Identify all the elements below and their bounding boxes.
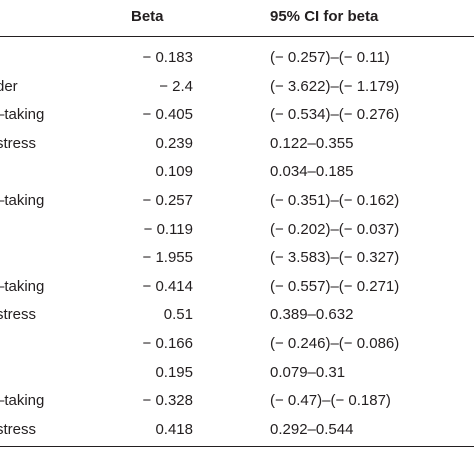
table-row: stress 0.418 0.292–0.544 bbox=[0, 417, 474, 442]
ci-value: 0.034–0.185 bbox=[270, 163, 354, 181]
beta-value: 0.195 bbox=[155, 363, 193, 381]
row-label: stress bbox=[0, 306, 37, 324]
ci-value: (− 0.246)–(− 0.086) bbox=[270, 335, 400, 352]
ci-value: (− 3.583)–(− 0.327) bbox=[270, 249, 400, 267]
ci-value: (− 3.622)–(− 1.179) bbox=[270, 77, 400, 95]
row-label: –taking bbox=[0, 192, 45, 209]
row-label: der bbox=[0, 77, 18, 95]
row-label: stress bbox=[0, 134, 37, 152]
table-row: –taking − 0.328 (− 0.47)–(− 0.187) bbox=[0, 388, 474, 413]
ci-value: 0.079–0.31 bbox=[270, 363, 346, 381]
table-row: 0.109 0.034–0.185 bbox=[0, 159, 474, 184]
beta-value: − 0.405 bbox=[142, 106, 193, 124]
bottom-rule bbox=[0, 446, 474, 447]
ci-value: (− 0.202)–(− 0.037) bbox=[270, 220, 400, 238]
ci-value: (− 0.557)–(− 0.271) bbox=[270, 277, 400, 295]
table-row: − 1.955 (− 3.583)–(− 0.327) bbox=[0, 245, 474, 270]
ci-value: (− 0.534)–(− 0.276) bbox=[270, 106, 400, 124]
table-row: stress 0.239 0.122–0.355 bbox=[0, 131, 474, 156]
ci-value: 0.122–0.355 bbox=[270, 134, 354, 152]
beta-value: 0.239 bbox=[155, 134, 193, 152]
beta-value: − 0.183 bbox=[142, 49, 193, 66]
beta-value: − 0.257 bbox=[142, 192, 193, 209]
row-label: –taking bbox=[0, 277, 45, 295]
beta-value: − 0.414 bbox=[142, 277, 193, 295]
ci-value: (− 0.257)–(− 0.11) bbox=[270, 49, 390, 66]
row-label: –taking bbox=[0, 392, 45, 410]
ci-value: 0.292–0.544 bbox=[270, 420, 354, 438]
beta-value: − 0.328 bbox=[142, 392, 193, 410]
table-row: − 0.166 (− 0.246)–(− 0.086) bbox=[0, 331, 474, 356]
table-row: –taking − 0.414 (− 0.557)–(− 0.271) bbox=[0, 274, 474, 299]
beta-value: 0.51 bbox=[163, 306, 193, 324]
beta-value: 0.418 bbox=[155, 420, 193, 438]
header-rule bbox=[0, 36, 474, 37]
table-row: der − 2.4 (− 3.622)–(− 1.179) bbox=[0, 74, 474, 99]
ci-value: (− 0.351)–(− 0.162) bbox=[270, 192, 400, 209]
beta-value: − 0.166 bbox=[142, 335, 193, 352]
table-row: − 0.183 (− 0.257)–(− 0.11) bbox=[0, 45, 474, 70]
table-row: –taking − 0.405 (− 0.534)–(− 0.276) bbox=[0, 102, 474, 127]
ci-value: (− 0.47)–(− 0.187) bbox=[270, 392, 391, 410]
table-row: 0.195 0.079–0.31 bbox=[0, 360, 474, 385]
beta-value: − 1.955 bbox=[142, 249, 193, 267]
row-label: stress bbox=[0, 420, 37, 438]
beta-value: 0.109 bbox=[155, 163, 193, 181]
row-label: –taking bbox=[0, 106, 45, 124]
header-ci: 95% CI for beta bbox=[270, 8, 379, 25]
ci-value: 0.389–0.632 bbox=[270, 306, 354, 324]
beta-value: − 2.4 bbox=[159, 77, 193, 95]
beta-value: − 0.119 bbox=[143, 220, 193, 238]
header-beta: Beta bbox=[131, 8, 164, 25]
table-row: stress 0.51 0.389–0.632 bbox=[0, 302, 474, 327]
table-row: –taking − 0.257 (− 0.351)–(− 0.162) bbox=[0, 188, 474, 213]
table-row: − 0.119 (− 0.202)–(− 0.037) bbox=[0, 217, 474, 242]
